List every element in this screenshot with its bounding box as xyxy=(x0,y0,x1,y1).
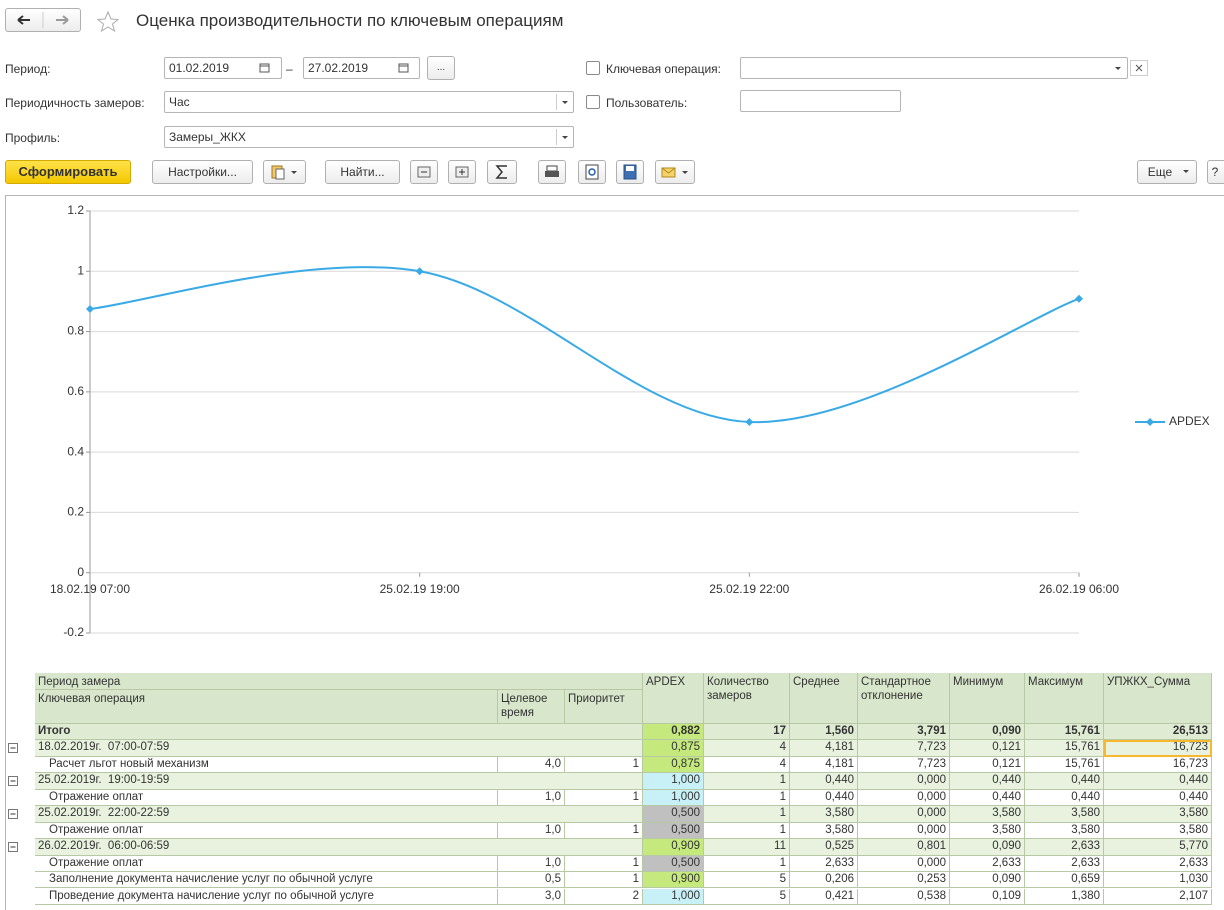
find-button[interactable]: Найти... xyxy=(325,160,400,184)
variants-button[interactable] xyxy=(263,160,306,184)
profile-text: Замеры_ЖКХ xyxy=(169,130,246,144)
variants-icon xyxy=(264,161,305,183)
key-op-input[interactable] xyxy=(740,57,1128,79)
dropdown-arrow[interactable] xyxy=(556,94,572,110)
collapse-button[interactable] xyxy=(448,160,476,184)
y-tick-label: 0.2 xyxy=(67,505,84,519)
icon xyxy=(539,161,565,183)
x-tick-label: 25.02.19 22:00 xyxy=(709,582,789,596)
date-to-text: 27.02.2019 xyxy=(308,61,368,75)
y-tick-label: 0.8 xyxy=(67,324,84,338)
more-text: Еще xyxy=(1148,165,1172,179)
settings-button[interactable]: Настройки... xyxy=(152,160,253,184)
legend-label: APDEX xyxy=(1169,414,1210,428)
key-op-buttons[interactable] xyxy=(1110,60,1148,76)
chart: -0.2 0 0.2 0.4 0.6 0.8 1 1.2 18.02.19 07:00 25.02… xyxy=(0,195,1224,673)
icon xyxy=(579,161,605,183)
y-tick-label: 1 xyxy=(77,263,84,277)
data-point xyxy=(745,418,753,426)
page-title: Оценка производительности по ключевым оп… xyxy=(136,11,563,31)
generate-button[interactable]: Сформировать xyxy=(5,160,131,184)
key-op-label: Ключевая операция: xyxy=(606,58,721,80)
data-point xyxy=(1075,295,1083,303)
save-button[interactable] xyxy=(616,160,644,184)
y-tick-label: -0.2 xyxy=(63,625,84,639)
period-more-button[interactable]: ... xyxy=(427,56,455,80)
sum-button[interactable] xyxy=(487,160,517,184)
x-tick-label: 26.02.19 06:00 xyxy=(1039,582,1119,596)
calendar-icon[interactable] xyxy=(258,62,272,74)
legend-marker xyxy=(1146,418,1154,426)
nav-buttons[interactable] xyxy=(5,8,81,32)
key-op-checkbox[interactable] xyxy=(586,61,600,75)
x-tick-label: 18.02.19 07:00 xyxy=(50,582,130,596)
expand-button[interactable] xyxy=(410,160,438,184)
collapse-toggle[interactable] xyxy=(8,809,19,820)
preview-button[interactable] xyxy=(578,160,606,184)
help-button[interactable]: ? xyxy=(1207,160,1224,184)
user-checkbox[interactable] xyxy=(586,95,600,109)
print-button[interactable] xyxy=(538,160,566,184)
icon xyxy=(656,161,694,183)
dropdown-arrow xyxy=(1182,169,1190,175)
profile-select[interactable]: Замеры_ЖКХ xyxy=(164,126,574,148)
collapse-toggle[interactable] xyxy=(8,776,19,787)
collapse-toggle[interactable] xyxy=(8,842,19,853)
nav-arrows xyxy=(6,9,80,31)
user-input[interactable] xyxy=(740,90,901,112)
user-label: Пользователь: xyxy=(606,92,687,114)
icon xyxy=(617,161,643,183)
mail-button[interactable] xyxy=(655,160,695,184)
icon xyxy=(411,161,437,183)
y-tick-label: 0.6 xyxy=(67,384,84,398)
profile-label: Профиль: xyxy=(5,127,60,149)
frequency-select[interactable]: Час xyxy=(164,91,574,113)
y-tick-label: 1.2 xyxy=(67,203,84,217)
icon xyxy=(449,161,475,183)
date-from-text: 01.02.2019 xyxy=(169,61,229,75)
x-tick-label: 25.02.19 19:00 xyxy=(380,582,460,596)
frequency-label: Периодичность замеров: xyxy=(5,92,145,114)
series-line xyxy=(90,267,1079,422)
calendar-icon[interactable] xyxy=(397,62,411,74)
collapse-toggle[interactable] xyxy=(8,743,19,754)
period-label: Период: xyxy=(5,58,50,80)
dropdown-arrow[interactable] xyxy=(556,129,572,145)
data-point xyxy=(416,267,424,275)
y-tick-label: 0.4 xyxy=(67,444,84,458)
more-button[interactable]: Еще xyxy=(1137,160,1197,184)
favorite-star[interactable] xyxy=(96,10,120,34)
y-tick-label: 0 xyxy=(77,565,84,579)
frequency-text: Час xyxy=(169,95,190,109)
dash: – xyxy=(286,58,293,80)
sum-icon xyxy=(488,161,516,183)
data-point xyxy=(86,305,94,313)
